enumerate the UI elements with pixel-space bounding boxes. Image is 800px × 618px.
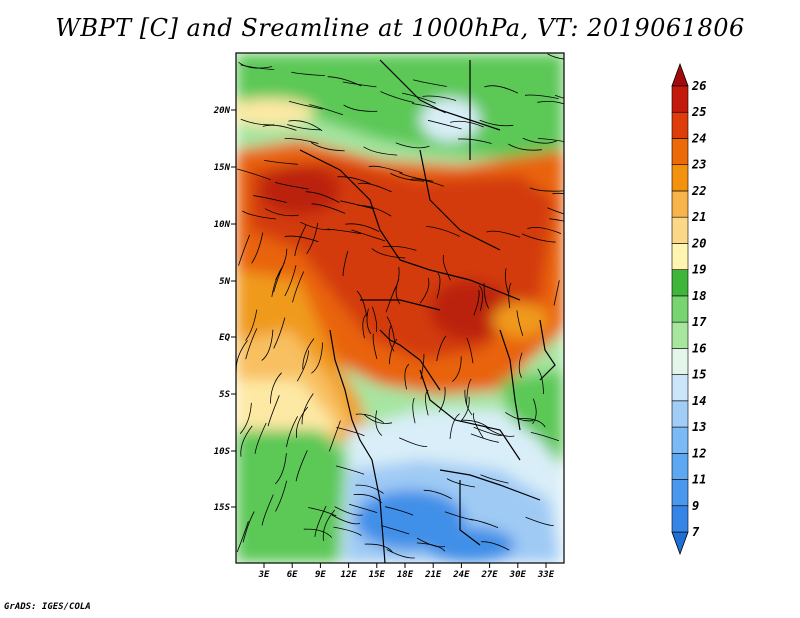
colorbar-tick-label: 26 bbox=[691, 79, 706, 93]
colorbar-swatch bbox=[671, 190, 689, 218]
lon-tick-label: 33E bbox=[537, 570, 555, 580]
colorbar-tick-label: 16 bbox=[692, 341, 706, 355]
lon-tick-label: 30E bbox=[509, 570, 527, 580]
lon-tick-label: 18E bbox=[397, 570, 414, 580]
lon-tick-label: 21E bbox=[424, 570, 442, 580]
colorbar-swatch bbox=[671, 348, 689, 375]
lon-tick-label: 9E bbox=[315, 570, 326, 580]
colorbar-swatch bbox=[671, 505, 689, 533]
colorbar-swatch bbox=[671, 426, 689, 454]
longitude-axis: 3E 6E 9E 12E 15E 18E 21E 24E 27E 30E 33E bbox=[258, 563, 555, 580]
lon-tick-label: 3E bbox=[258, 570, 270, 580]
colorbar-swatch bbox=[671, 374, 689, 402]
lon-tick-label: 24E bbox=[452, 570, 470, 580]
lon-tick-label: 27E bbox=[480, 570, 498, 580]
colorbar-tick-label: 15 bbox=[692, 368, 706, 382]
colorbar-swatch bbox=[671, 269, 689, 297]
colorbar-tick-label: 13 bbox=[692, 420, 706, 434]
colorbar-swatch bbox=[671, 138, 689, 166]
footer-credit: GrADS: IGES/COLA bbox=[4, 602, 91, 612]
colorbar-swatch bbox=[671, 479, 689, 507]
lon-tick-label: 12E bbox=[340, 570, 357, 580]
lat-tick-label: 15N bbox=[214, 163, 231, 173]
lat-tick-label: 10N bbox=[214, 220, 231, 230]
lat-tick-label: 10S bbox=[214, 447, 231, 457]
colorbar-swatch bbox=[671, 400, 689, 428]
lat-tick-label: 20N bbox=[213, 106, 231, 116]
colorbar: 7 9 11 12 13 14 15 16 17 18 19 20 21 22 23 24 25 26 bbox=[671, 62, 707, 556]
colorbar-tick-label: 17 bbox=[692, 315, 707, 329]
colorbar-swatch bbox=[671, 295, 689, 323]
colorbar-tick-label: 22 bbox=[691, 184, 706, 198]
colorbar-tick-label: 12 bbox=[692, 446, 706, 460]
colorbar-high-arrow bbox=[671, 62, 689, 87]
colorbar-swatch bbox=[671, 111, 689, 139]
lat-tick-label: 5N bbox=[219, 277, 230, 287]
colorbar-tick-label: 20 bbox=[691, 236, 706, 250]
colorbar-swatch bbox=[671, 216, 689, 244]
lon-tick-label: 6E bbox=[287, 570, 298, 580]
lat-tick-label: 15S bbox=[214, 503, 231, 513]
wbpt-field bbox=[236, 53, 564, 563]
colorbar-tick-label: 9 bbox=[692, 499, 699, 513]
colorbar-tick-label: 7 bbox=[692, 525, 700, 539]
streamlines bbox=[236, 53, 564, 559]
latitude-axis: 20N 15N 10N 5N EQ 5S 10S 15S bbox=[213, 106, 236, 513]
colorbar-low-arrow bbox=[671, 531, 689, 556]
coastlines-borders bbox=[299, 59, 556, 563]
colorbar-swatch bbox=[671, 164, 689, 192]
colorbar-swatch bbox=[671, 243, 689, 270]
colorbar-tick-label: 25 bbox=[691, 105, 706, 119]
colorbar-swatch bbox=[671, 85, 689, 113]
lat-tick-label: EQ bbox=[219, 333, 230, 343]
colorbar-tick-label: 19 bbox=[692, 263, 706, 277]
colorbar-tick-label: 11 bbox=[692, 473, 706, 487]
colorbar-tick-label: 24 bbox=[691, 131, 706, 145]
lat-tick-label: 5S bbox=[219, 390, 230, 400]
map-frame bbox=[235, 52, 565, 564]
colorbar-tick-label: 14 bbox=[692, 394, 706, 408]
colorbar-swatch bbox=[671, 321, 689, 349]
chart-title: WBPT [C] and Sreamline at 1000hPa, VT: 2… bbox=[55, 14, 745, 42]
colorbar-tick-label: 23 bbox=[691, 158, 706, 172]
colorbar-tick-label: 18 bbox=[692, 289, 706, 303]
lon-tick-label: 15E bbox=[369, 570, 386, 580]
colorbar-tick-label: 21 bbox=[691, 210, 706, 224]
colorbar-swatch bbox=[671, 452, 689, 480]
